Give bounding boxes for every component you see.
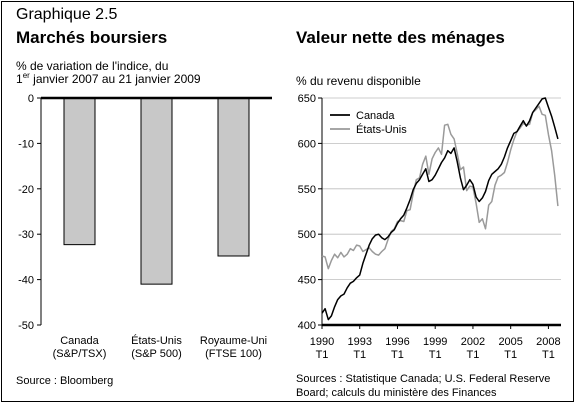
y-tick-label: 0: [28, 93, 34, 105]
x-category-label: (S&P 500): [131, 348, 182, 360]
left-subtitle-line2-rest: janvier 2007 au 21 janvier 2009: [29, 72, 201, 86]
y-tick-label: 650: [298, 93, 316, 105]
y-tick-label: -30: [18, 229, 34, 241]
right-chart-title: Valeur nette des ménages: [296, 28, 505, 47]
left-chart-title: Marchés boursiers: [16, 28, 168, 47]
x-category-label: Canada: [60, 335, 99, 347]
bar: [140, 97, 173, 285]
x-category-label: (S&P/TSX): [53, 348, 107, 360]
figure-number: Graphique 2.5: [16, 6, 118, 23]
left-subtitle-line2-prefix: 1: [16, 72, 23, 86]
x-tick-label: 1999: [423, 336, 447, 348]
x-tick-sublabel: T1: [316, 349, 329, 361]
x-tick-sublabel: T1: [391, 349, 404, 361]
right-chart-source: Sources : Statistique Canada; U.S. Feder…: [296, 373, 551, 399]
x-tick-label: 2008: [536, 336, 560, 348]
x-tick-label: 2005: [498, 336, 522, 348]
y-tick-label: 600: [298, 138, 316, 150]
x-tick-label: 2002: [461, 336, 485, 348]
left-subtitle-line2: 1er janvier 2007 au 21 janvier 2009: [16, 71, 201, 86]
left-subtitle-superscript: er: [22, 71, 30, 80]
y-tick-label: 500: [298, 229, 316, 241]
y-tick-label: 400: [298, 320, 316, 332]
y-tick-label: -40: [18, 275, 34, 287]
legend-label: Canada: [356, 110, 395, 122]
x-category-label: (FTSE 100): [205, 348, 262, 360]
x-category-label: Royaume-Uni: [200, 335, 267, 347]
x-tick-sublabel: T1: [467, 349, 480, 361]
y-tick-label: -50: [18, 320, 34, 332]
x-tick-label: 1996: [385, 336, 409, 348]
x-tick-sublabel: T1: [542, 349, 555, 361]
x-tick-sublabel: T1: [353, 349, 366, 361]
y-tick-label: 550: [298, 184, 316, 196]
y-tick-label: -10: [18, 138, 34, 150]
left-chart-subtitle: % de variation de l'indice, du 1er janvi…: [16, 60, 201, 86]
x-tick-sublabel: T1: [504, 349, 517, 361]
right-chart-subtitle: % du revenu disponible: [296, 74, 421, 88]
legend-label: États-Unis: [356, 123, 407, 136]
left-subtitle-line1: % de variation de l'indice, du: [16, 59, 169, 73]
x-tick-label: 1993: [347, 336, 371, 348]
y-tick-label: -20: [18, 184, 34, 196]
y-tick-label: 450: [298, 275, 316, 287]
x-tick-sublabel: T1: [429, 349, 442, 361]
x-category-label: États-Unis: [131, 334, 182, 347]
left-chart-source: Source : Bloomberg: [16, 375, 114, 387]
canada-line: [321, 97, 559, 321]
x-tick-label: 1990: [310, 336, 334, 348]
bar: [217, 97, 250, 257]
